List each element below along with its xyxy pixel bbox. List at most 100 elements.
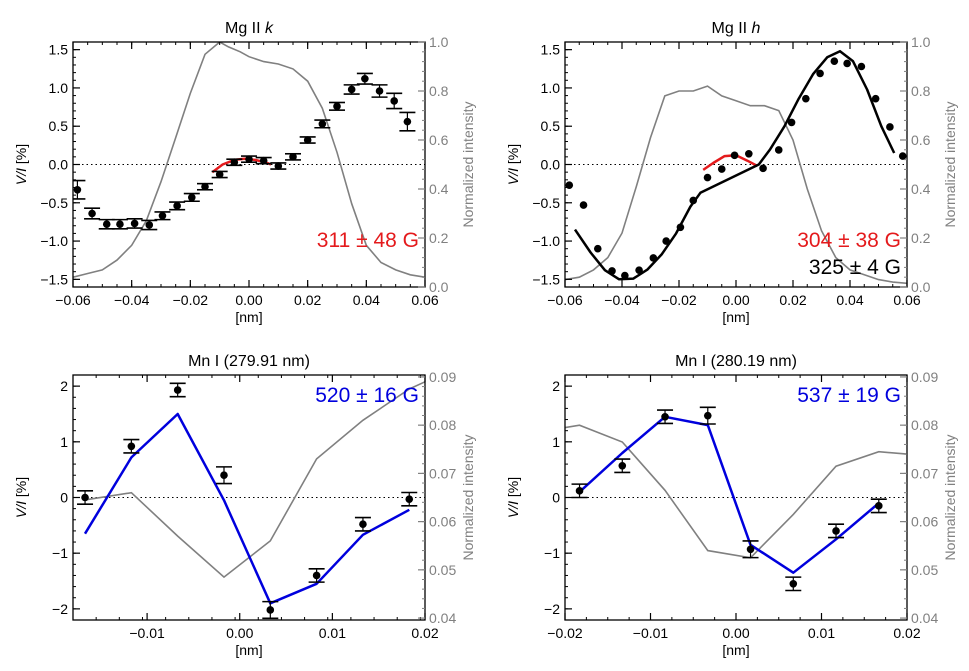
x-axis-label: [nm]	[722, 642, 749, 658]
x-tick-label: 0.01	[319, 625, 346, 641]
x-tick-label: −0.06	[547, 292, 583, 308]
y-tick-label: −1	[544, 545, 560, 561]
data-point	[215, 170, 224, 179]
data-point	[843, 59, 851, 68]
x-tick-label: 0.06	[411, 292, 438, 308]
y-tick-label: 1	[60, 434, 68, 450]
data-point	[789, 580, 798, 588]
y-tick-label: −1.0	[532, 233, 560, 249]
x-axis-label: [nm]	[235, 642, 262, 658]
y2-tick-label: 0.0	[429, 279, 449, 295]
x-tick-label: 0.01	[808, 625, 835, 641]
data-point	[832, 527, 840, 535]
x-tick-label: −0.02	[661, 292, 697, 308]
data-point	[230, 158, 239, 167]
y2-tick-label: 0.6	[911, 132, 931, 148]
y2-tick-label: 0.8	[429, 83, 449, 99]
data-point	[318, 120, 327, 128]
field-strength-annotation: 537 ± 19 G	[797, 384, 901, 407]
data-point	[403, 117, 412, 126]
data-point	[575, 487, 584, 495]
y-axis-label-unit: [%]	[13, 477, 29, 501]
data-point	[88, 209, 96, 218]
panel-title-part: h	[752, 20, 761, 37]
y-tick-label: 0.0	[541, 157, 561, 173]
data-point	[220, 471, 228, 480]
panel-title: Mn I (280.19 nm)	[675, 353, 797, 370]
data-point	[787, 118, 796, 127]
x-tick-label: −0.04	[604, 292, 640, 308]
data-point	[774, 146, 783, 154]
y2-tick-label: 1.0	[429, 34, 449, 50]
field-strength-annotation: 520 ± 16 G	[315, 384, 419, 407]
x-tick-label: −0.01	[129, 625, 165, 641]
data-point	[579, 201, 588, 209]
intensity-profile-line	[84, 381, 425, 579]
data-point	[593, 244, 602, 253]
data-point	[375, 87, 384, 95]
y2-axis-label: Normalized intensity	[460, 101, 476, 227]
panel-mg-ii-h: Mg II h −0.06 −0.04 −0.02 0.00 0.02 0.04 0.06 [n…	[505, 20, 958, 325]
data-point	[201, 182, 209, 191]
data-point	[649, 254, 658, 262]
y-axis-label-quantity: V/I	[505, 501, 521, 518]
y-tick-label: 1.5	[541, 42, 561, 58]
x-axis-label: [nm]	[722, 309, 749, 325]
panel-title: Mn I (279.91 nm)	[188, 353, 310, 370]
x-tick-label: 0.04	[836, 292, 863, 308]
data-point	[871, 94, 880, 103]
data-point	[359, 520, 367, 529]
x-tick-label: −0.06	[55, 292, 91, 308]
x-tick-label: 0.02	[893, 625, 920, 641]
plot-content	[73, 42, 425, 278]
data-point	[661, 412, 669, 421]
x-tick-label: 0.06	[893, 292, 920, 308]
data-point	[390, 97, 399, 105]
y-axis-label: V/I [%]	[13, 477, 29, 518]
y-tick-label: 1.0	[49, 80, 69, 96]
data-point	[245, 155, 253, 163]
data-point	[689, 196, 698, 205]
y2-axis-label: Normalized intensity	[942, 101, 958, 227]
y-tick-label: −1	[52, 545, 68, 561]
data-point	[127, 442, 136, 451]
data-point	[312, 571, 321, 580]
y2-tick-label: 0.05	[911, 562, 938, 578]
y2-tick-label: 0.07	[429, 465, 456, 481]
data-point	[635, 266, 643, 274]
y2-tick-label: 0.04	[911, 610, 938, 626]
y-tick-label: −1.5	[40, 271, 68, 287]
plot-content	[565, 406, 907, 592]
intensity-profile-line	[73, 42, 425, 278]
data-point	[361, 74, 369, 83]
y-tick-label: 0	[552, 490, 560, 506]
plot-content	[565, 49, 907, 285]
y2-tick-label: 1.0	[911, 34, 931, 50]
y-axis-label: V/I [%]	[13, 144, 29, 185]
data-point	[662, 237, 670, 245]
y-axis-label-quantity: V/I	[505, 168, 521, 185]
panel-mn-i-27991: Mn I (279.91 nm) −0.01 0.00 0.01 0.02 [nm] −2 −…	[13, 353, 476, 658]
y2-tick-label: 0.09	[911, 369, 938, 385]
field-strength-annotation: 325 ± 4 G	[809, 256, 901, 279]
fit-curve-red	[702, 154, 758, 171]
panel-title-part: Mg II	[225, 20, 265, 37]
y-tick-label: 0.0	[49, 157, 69, 173]
y2-axis-label: Normalized intensity	[460, 434, 476, 560]
data-point	[703, 173, 712, 182]
data-point	[303, 136, 312, 144]
data-point	[830, 57, 839, 65]
y2-tick-label: 0.06	[429, 514, 456, 530]
y-tick-label: −1.0	[40, 233, 68, 249]
y2-axis-label: Normalized intensity	[942, 434, 958, 560]
y2-tick-label: 0.08	[911, 417, 938, 433]
panel-mg-ii-k: Mg II k −0.06 −0.04 −0.02 0.00 0.02 0.04 0.06 [n…	[13, 20, 476, 325]
x-tick-label: −0.04	[114, 292, 150, 308]
y-tick-label: 0	[60, 490, 68, 506]
intensity-profile-line	[565, 424, 907, 559]
y-tick-label: 1	[552, 434, 560, 450]
field-strength-annotation: 311 ± 48 G	[317, 229, 419, 252]
y-tick-label: −1.5	[532, 271, 560, 287]
x-tick-label: 0.02	[294, 292, 321, 308]
y-axis-label-quantity: V/I	[13, 501, 29, 518]
